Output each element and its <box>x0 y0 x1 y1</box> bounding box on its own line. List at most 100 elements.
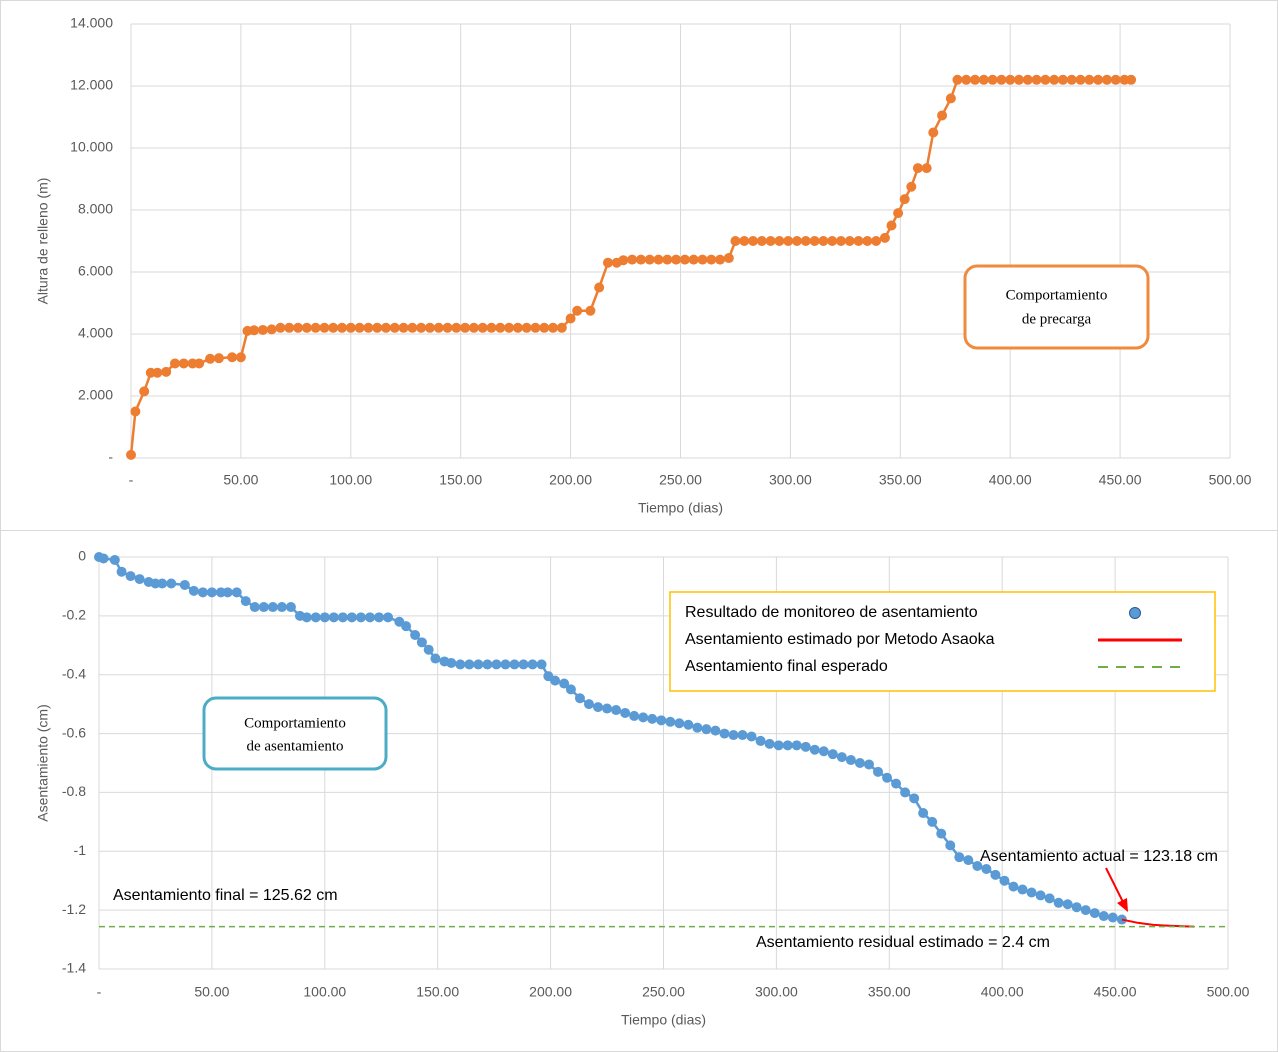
data-point <box>1017 884 1028 895</box>
note-box <box>963 264 1150 350</box>
data-point <box>169 358 180 369</box>
data-point <box>1013 74 1024 85</box>
data-point <box>527 659 538 670</box>
data-point <box>433 322 444 333</box>
data-point <box>662 254 673 265</box>
data-point <box>504 322 515 333</box>
data-point <box>206 587 217 598</box>
data-point <box>389 322 400 333</box>
y-tick-label: -0.4 <box>62 665 86 681</box>
data-point <box>416 322 427 333</box>
data-point <box>134 574 145 585</box>
data-point <box>755 735 766 746</box>
y-tick-label: -0.8 <box>62 783 86 799</box>
data-point <box>98 553 109 564</box>
annotation: Asentamiento final = 125.62 cm <box>113 887 338 904</box>
data-point <box>188 585 199 596</box>
legend-label: Asentamiento final esperado <box>685 658 888 675</box>
data-point <box>354 322 365 333</box>
data-point <box>276 602 287 613</box>
data-point <box>853 236 864 246</box>
data-point <box>791 236 802 246</box>
data-point <box>882 772 893 783</box>
data-point <box>1089 908 1100 919</box>
data-point <box>954 852 965 863</box>
data-point <box>647 713 658 724</box>
data-point <box>319 612 330 623</box>
data-point <box>996 74 1007 85</box>
legend-label: Asentamiento estimado por Metodo Asaoka <box>685 631 995 648</box>
data-point <box>945 93 956 104</box>
y-tick-label: 2.000 <box>78 387 113 403</box>
data-point <box>373 612 384 623</box>
x-tick-label: 250.00 <box>659 472 702 488</box>
data-point <box>109 554 120 565</box>
legend-label: Resultado de monitoreo de asentamiento <box>685 604 978 621</box>
data-point <box>1044 893 1055 904</box>
data-point <box>1075 74 1086 85</box>
note-text: de asentamiento <box>246 738 343 754</box>
x-tick-label: 100.00 <box>329 472 372 488</box>
data-point <box>574 693 585 704</box>
data-point <box>116 566 127 577</box>
x-axis-title: Tiempo (dias) <box>621 1012 706 1028</box>
data-point <box>464 659 475 670</box>
data-point <box>410 629 421 640</box>
data-point <box>697 254 708 265</box>
data-point <box>999 875 1010 886</box>
data-point <box>611 705 622 716</box>
data-point <box>266 324 277 335</box>
annotation: Asentamiento actual = 123.18 cm <box>980 848 1218 865</box>
x-axis-title: Tiempo (dias) <box>638 500 723 516</box>
data-point <box>275 322 286 333</box>
data-point <box>166 578 177 589</box>
x-tick-label: 400.00 <box>981 984 1024 1000</box>
annotation-arrow <box>1105 867 1125 905</box>
data-point <box>1126 74 1137 85</box>
data-point <box>355 612 366 623</box>
data-point <box>719 728 730 739</box>
x-tick-label: - <box>129 472 134 488</box>
x-tick-label: 300.00 <box>755 984 798 1000</box>
data-point <box>530 322 541 333</box>
data-point <box>963 855 974 866</box>
data-point <box>629 710 640 721</box>
y-tick-label: -1.2 <box>62 901 86 917</box>
x-tick-label: 500.00 <box>1209 472 1252 488</box>
data-point <box>565 313 576 324</box>
data-point <box>337 612 348 623</box>
x-tick-label: 100.00 <box>303 984 346 1000</box>
data-point <box>701 724 712 735</box>
data-point <box>665 716 676 727</box>
data-point <box>1057 74 1068 85</box>
data-point <box>179 579 190 590</box>
data-point <box>644 254 655 265</box>
data-point <box>197 587 208 598</box>
data-point <box>809 236 820 246</box>
data-point <box>235 352 246 363</box>
y-tick-label: 10.000 <box>70 139 113 155</box>
data-point <box>1084 74 1095 85</box>
data-point <box>227 352 238 363</box>
data-point <box>152 367 163 378</box>
data-point <box>756 236 767 246</box>
data-point <box>765 236 776 246</box>
data-point <box>809 744 820 755</box>
data-point <box>627 254 638 265</box>
data-point <box>1022 74 1033 85</box>
x-tick-label: 50.00 <box>194 984 229 1000</box>
legend-marker <box>1129 607 1141 619</box>
data-point <box>536 659 547 670</box>
data-point <box>1066 74 1077 85</box>
data-point <box>739 236 750 246</box>
data-point <box>936 828 947 839</box>
data-point <box>906 181 917 192</box>
data-point <box>800 236 811 246</box>
y-tick-label: 8.000 <box>78 201 113 217</box>
data-point <box>899 194 910 205</box>
data-point <box>1093 74 1104 85</box>
data-point <box>1008 881 1019 892</box>
data-point <box>194 358 205 369</box>
data-point <box>383 612 394 623</box>
